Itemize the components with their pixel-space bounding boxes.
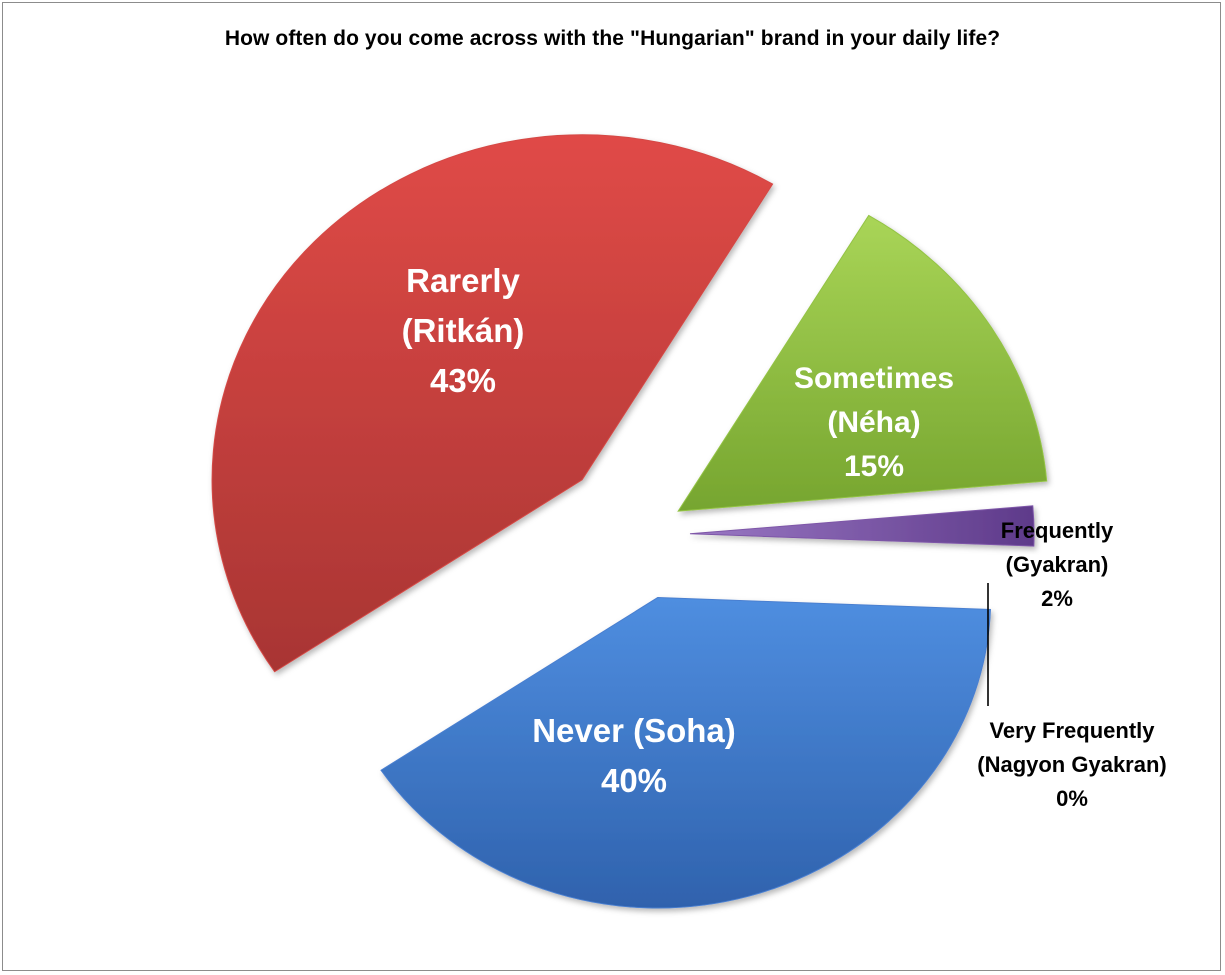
slice-category-label: Rarerly [406,262,520,299]
slice-value-label: 2% [1041,586,1073,611]
chart-title: How often do you come across with the "H… [224,27,1001,50]
slice-category-label: (Néha) [827,406,920,439]
slice-category-label: Never (Soha) [532,712,736,749]
slice-category-label: Very Frequently [989,718,1155,743]
slice-label-frequently: Frequently (Gyakran) 2% [1001,518,1114,611]
slice-value-label: 15% [844,450,904,483]
slice-category-label: (Ritkán) [402,312,525,349]
pie-slice-never [380,597,991,909]
slice-category-label: Frequently [1001,518,1114,543]
slice-label-very-frequently: Very Frequently (Nagyon Gyakran) 0% [977,718,1167,811]
slice-category-label: Sometimes [794,362,954,395]
slice-value-label: 0% [1056,786,1088,811]
pie-slice-sometimes [677,214,1048,512]
slice-label-rarely: Rarerly (Ritkán) 43% [402,262,525,399]
slice-label-sometimes: Sometimes (Néha) 15% [794,362,954,483]
slice-category-label: (Nagyon Gyakran) [977,752,1167,777]
slice-label-never: Never (Soha) 40% [532,712,736,799]
pie-slice-rarely [211,134,774,673]
slice-value-label: 40% [601,762,667,799]
slice-labels: Very Frequently (Nagyon Gyakran) 0% Frequen… [402,262,1167,811]
pie-slices [211,134,1048,909]
slice-value-label: 43% [430,362,496,399]
pie-slice-frequently [689,505,1035,547]
slice-category-label: (Gyakran) [1006,552,1109,577]
